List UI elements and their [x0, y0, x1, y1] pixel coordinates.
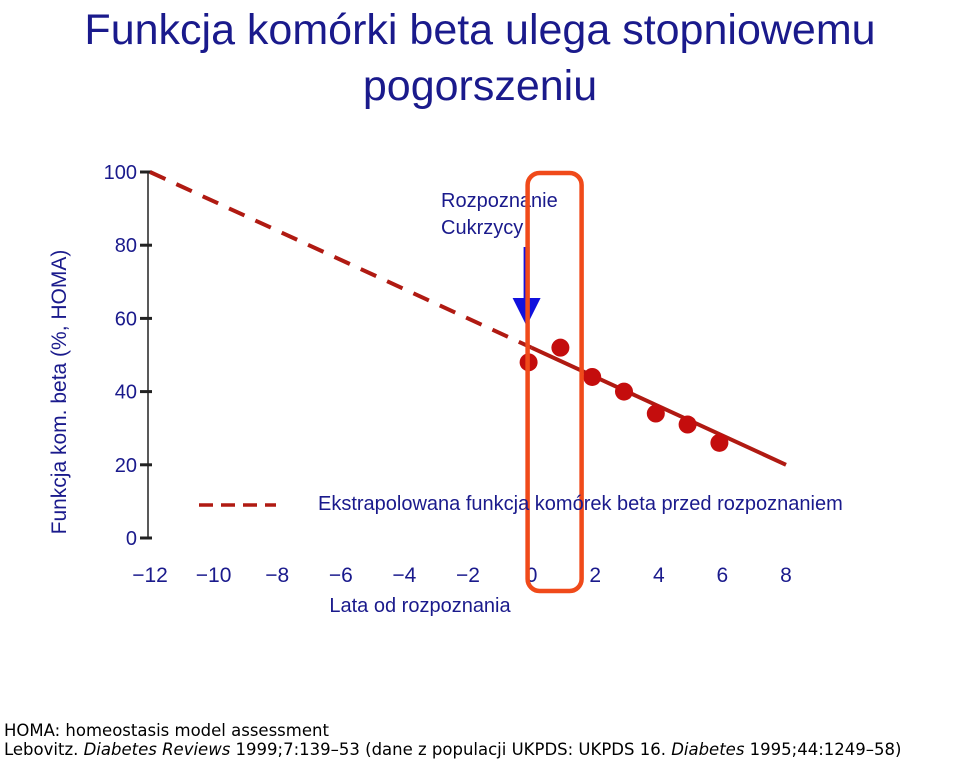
footer-author: Lebovitz.	[4, 740, 84, 759]
x-tick-label: −8	[265, 564, 289, 587]
y-tick-label: 40	[115, 382, 137, 404]
x-tick-label: 6	[717, 564, 729, 587]
data-point	[646, 404, 665, 423]
footer-journal-1: Diabetes Reviews	[83, 740, 231, 759]
data-point	[551, 338, 570, 357]
y-tick-label: 80	[115, 235, 137, 257]
chart-title: Funkcja komórki beta ulega stopniowemu p…	[84, 6, 876, 110]
footer-ref-1: 1999;7:139–53 (dane z populacji UKPDS: U…	[230, 740, 672, 759]
annotation-text-line2: Cukrzycy	[441, 217, 523, 239]
x-tick-label: 8	[780, 564, 792, 587]
x-tick-label: 2	[589, 564, 601, 587]
data-point	[710, 433, 729, 452]
x-axis-label: Lata od rozpoznania	[329, 595, 511, 617]
x-tick-label: −4	[392, 564, 416, 587]
data-point	[678, 415, 697, 434]
extrapolated-line	[149, 170, 533, 350]
x-tick-label: −10	[196, 564, 232, 587]
x-tick-label: −6	[329, 564, 353, 587]
data-point	[583, 367, 602, 386]
x-tick-label: −2	[456, 564, 480, 587]
y-tick-label: 60	[115, 308, 137, 330]
axes: 0 20 40 60 80 100 −12 −10 −8 −6 −4 −2 0 2 4 6 8 Lata od r…	[104, 162, 792, 617]
diagnosis-annotation: Rozpoznanie Cukrzycy	[441, 170, 584, 594]
footer-journal-2: Diabetes	[671, 740, 745, 759]
x-tick-label: 0	[526, 564, 538, 587]
y-tick-label: 100	[104, 162, 137, 184]
y-tick-label: 20	[115, 455, 137, 477]
annotation-text-line1: Rozpoznanie	[441, 190, 558, 212]
footer-note: HOMA: homeostasis model assessment	[4, 721, 329, 740]
y-tick-label: 0	[126, 528, 137, 550]
footer-reference: Lebovitz. Diabetes Reviews 1999;7:139–53…	[4, 740, 901, 759]
diagnosis-highlight-box	[525, 170, 584, 594]
data-point	[615, 382, 633, 401]
x-tick-label: −12	[132, 564, 168, 587]
legend: Ekstrapolowana funkcja komórek beta prze…	[199, 493, 843, 515]
legend-label: Ekstrapolowana funkcja komórek beta prze…	[318, 493, 843, 515]
footer-ref-2: 1995;44:1249–58)	[744, 740, 902, 759]
x-tick-label: 4	[653, 564, 665, 587]
data-points	[519, 338, 729, 452]
